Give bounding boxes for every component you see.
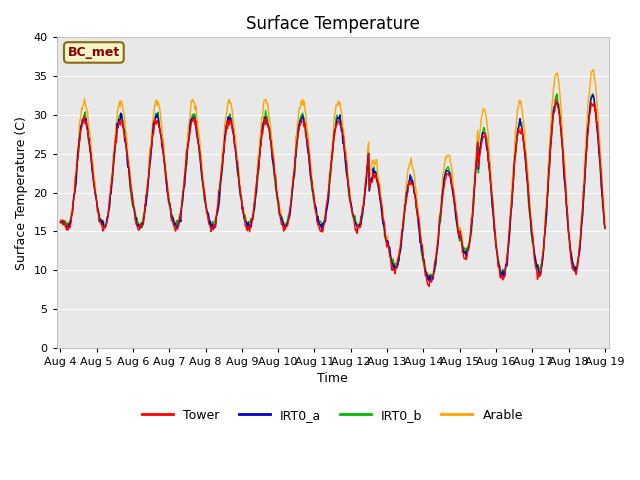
Arable xyxy=(428,276,435,281)
Line: IRT0_a: IRT0_a xyxy=(60,95,605,282)
IRT0_b xyxy=(122,143,130,148)
Tower xyxy=(415,215,422,221)
IRT0_b xyxy=(56,220,64,226)
Arable xyxy=(207,222,214,228)
Arable xyxy=(122,130,130,135)
Arable xyxy=(601,218,609,224)
Arable xyxy=(415,211,422,216)
Line: Arable: Arable xyxy=(60,70,605,278)
IRT0_b xyxy=(207,219,214,225)
Tower xyxy=(399,226,406,231)
Arable xyxy=(56,220,64,226)
IRT0_a xyxy=(56,219,64,225)
IRT0_a xyxy=(399,226,406,232)
IRT0_a xyxy=(589,92,596,98)
Arable xyxy=(399,221,406,227)
Text: BC_met: BC_met xyxy=(68,46,120,59)
Arable xyxy=(178,204,186,209)
IRT0_a xyxy=(601,226,609,231)
IRT0_a xyxy=(428,279,435,285)
Tower xyxy=(56,219,64,225)
Tower xyxy=(207,224,214,230)
Line: Tower: Tower xyxy=(60,99,605,287)
IRT0_b xyxy=(589,91,596,96)
Tower xyxy=(426,284,433,289)
IRT0_a xyxy=(415,225,422,230)
Arable xyxy=(67,219,74,225)
Tower xyxy=(178,206,186,212)
Arable xyxy=(589,67,597,73)
Tower xyxy=(601,226,609,231)
Line: IRT0_b: IRT0_b xyxy=(60,94,605,280)
IRT0_a xyxy=(207,218,214,224)
Tower xyxy=(67,224,74,230)
Y-axis label: Surface Temperature (C): Surface Temperature (C) xyxy=(15,116,28,269)
IRT0_b xyxy=(67,220,74,226)
Legend: Tower, IRT0_a, IRT0_b, Arable: Tower, IRT0_a, IRT0_b, Arable xyxy=(137,404,528,427)
X-axis label: Time: Time xyxy=(317,372,348,385)
IRT0_b xyxy=(399,228,406,234)
IRT0_b xyxy=(415,221,422,227)
Title: Surface Temperature: Surface Temperature xyxy=(246,15,420,33)
IRT0_b xyxy=(601,225,609,230)
IRT0_b xyxy=(426,277,434,283)
Tower xyxy=(552,96,559,102)
IRT0_a xyxy=(178,204,186,210)
Tower xyxy=(122,143,130,149)
IRT0_b xyxy=(178,205,186,211)
IRT0_a xyxy=(122,145,130,151)
IRT0_a xyxy=(67,218,74,224)
